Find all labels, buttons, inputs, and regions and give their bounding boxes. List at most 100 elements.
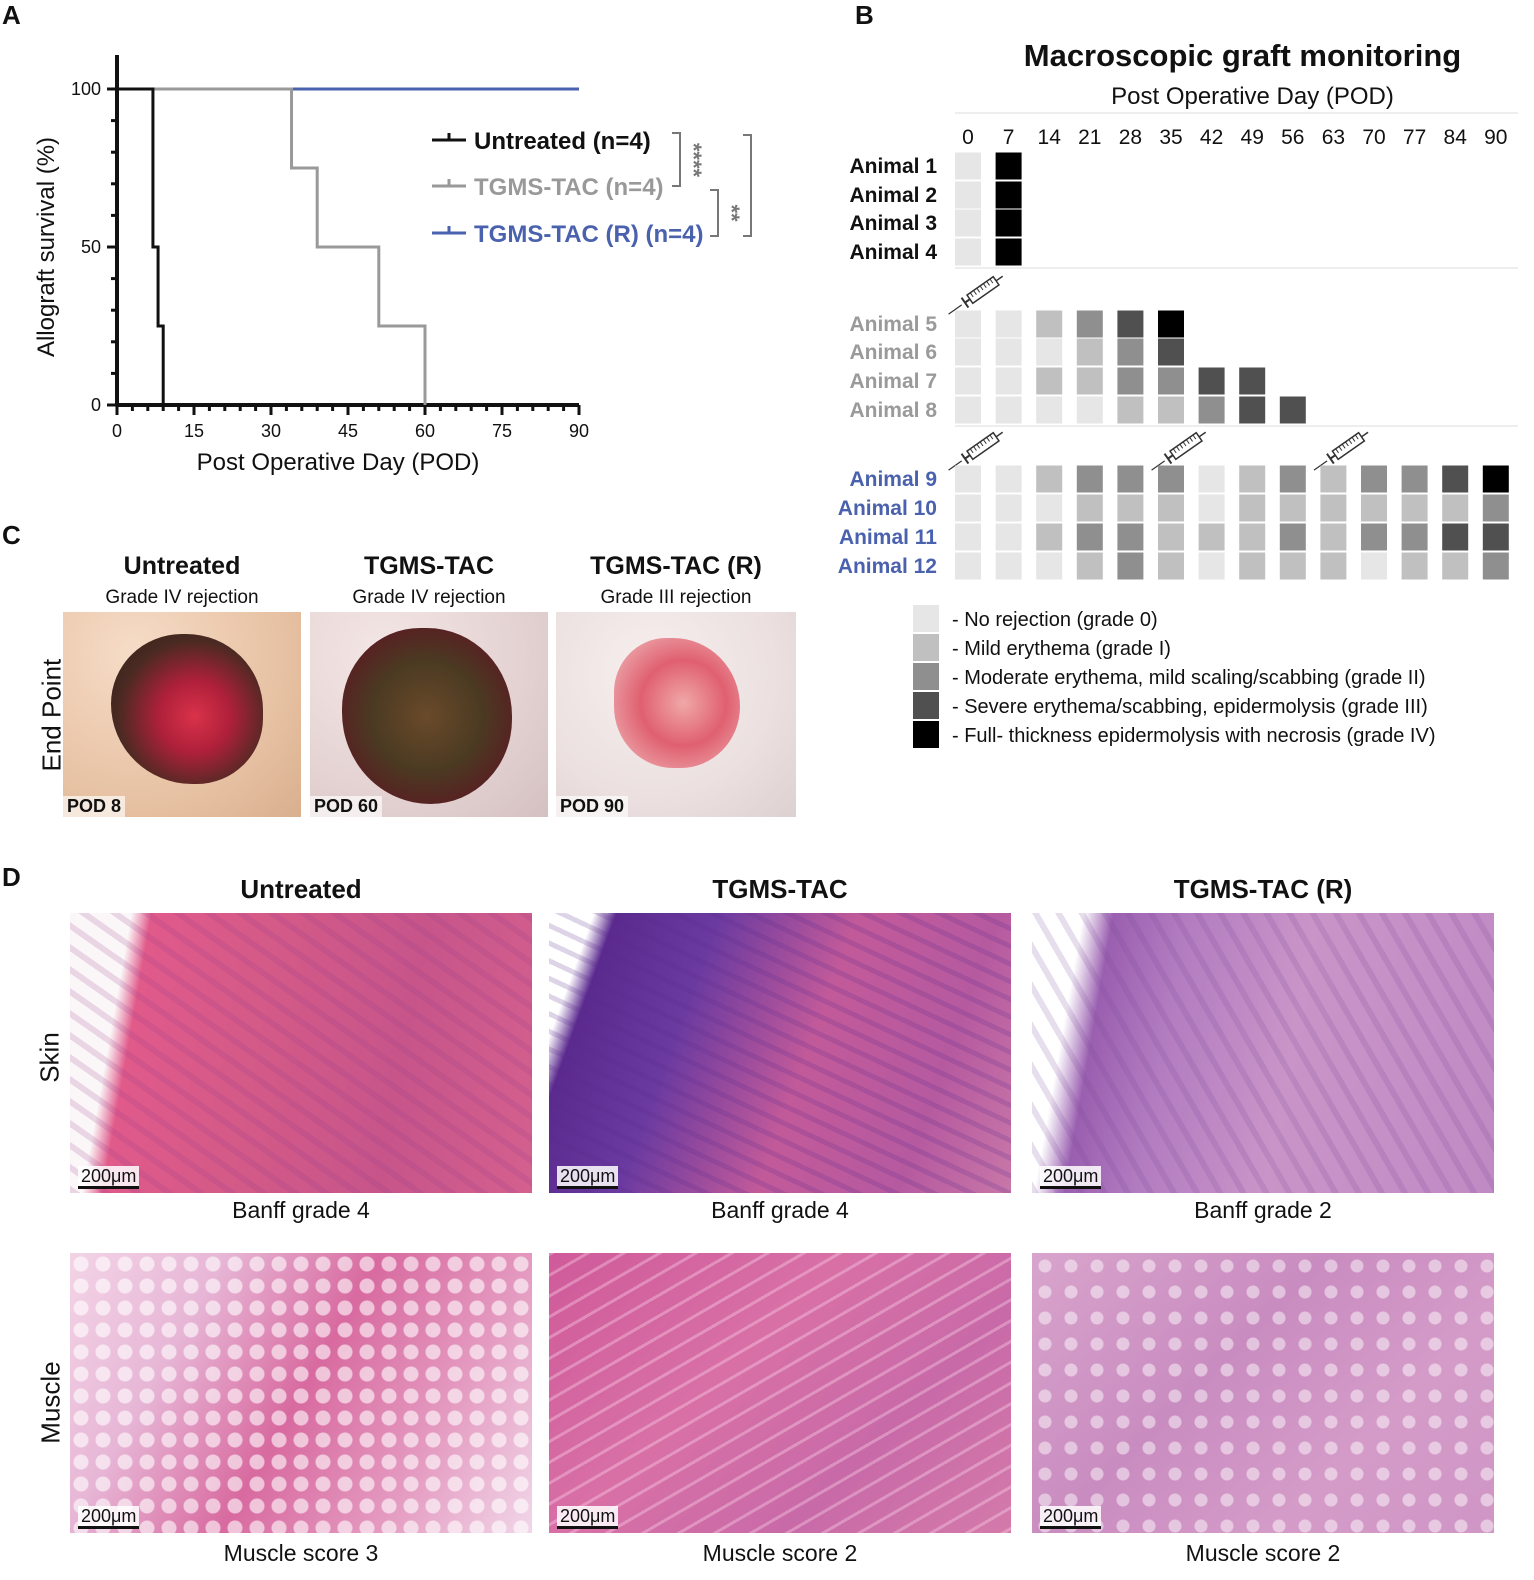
muscle-histology-tgms-r: 200μm xyxy=(1032,1253,1494,1533)
muscle-histology-tgms: 200μm xyxy=(549,1253,1011,1533)
grade-cell xyxy=(1198,494,1225,522)
grade-cell xyxy=(955,310,981,338)
grade-cell xyxy=(1401,552,1428,580)
grade-cell xyxy=(1117,523,1144,551)
day-header: 42 xyxy=(1200,126,1223,149)
grade-cell xyxy=(1076,494,1103,522)
scale-bar: 200μm xyxy=(557,1166,619,1189)
grade-cell xyxy=(1036,367,1063,395)
syringe-icon xyxy=(1313,431,1369,471)
legend-label: - Mild erythema (grade I) xyxy=(952,638,1171,660)
scale-bar: 200μm xyxy=(557,1506,619,1529)
day-header: 56 xyxy=(1281,126,1304,149)
photo-title-tgms-r: TGMS-TAC (R) xyxy=(590,552,762,580)
legend-swatch xyxy=(913,663,939,690)
y-axis-label: Allograft survival (%) xyxy=(33,137,60,357)
grade-cell xyxy=(1036,552,1063,580)
day-header: 90 xyxy=(1484,126,1507,149)
grade-cell xyxy=(1076,367,1103,395)
pod-tag: POD 8 xyxy=(63,796,126,817)
grade-cell xyxy=(1076,552,1103,580)
legend-label: - No rejection (grade 0) xyxy=(952,609,1158,631)
day-header: 21 xyxy=(1078,126,1101,149)
grade-cell xyxy=(1198,465,1225,493)
skin-row-label: Skin xyxy=(34,1032,65,1083)
day-header: 63 xyxy=(1322,126,1345,149)
histo-title-tgms-r: TGMS-TAC (R) xyxy=(1173,874,1353,904)
graft-photo-tgms: POD 60 xyxy=(310,612,548,817)
day-header: 14 xyxy=(1038,126,1062,149)
series-line xyxy=(117,87,427,405)
animal-label: Animal 10 xyxy=(838,497,937,520)
grade-cell xyxy=(1401,523,1428,551)
grade-cell xyxy=(955,209,981,237)
grade-cell xyxy=(995,152,1022,180)
sig-bracket xyxy=(710,189,719,237)
grade-cell xyxy=(1117,338,1144,366)
day-header: 35 xyxy=(1159,126,1182,149)
grade-cell xyxy=(1036,310,1063,338)
grade-cell xyxy=(1239,396,1266,424)
grade-cell xyxy=(1117,465,1144,493)
animal-label: Animal 6 xyxy=(849,341,937,364)
grade-cell xyxy=(1401,494,1428,522)
photo-subtitle-tgms-r: Grade III rejection xyxy=(600,587,752,608)
legend-swatch xyxy=(913,692,939,719)
scale-bar: 200μm xyxy=(1040,1166,1102,1189)
histo-title-untreated: Untreated xyxy=(240,874,362,904)
grade-cell xyxy=(1036,396,1063,424)
grade-cell xyxy=(1076,310,1103,338)
grade-cell xyxy=(1076,396,1103,424)
photo-title-tgms: TGMS-TAC xyxy=(363,552,495,580)
x-tick-label: 75 xyxy=(492,421,512,441)
animal-label: Animal 9 xyxy=(849,468,937,491)
banff-caption-tgms-r: Banff grade 2 xyxy=(1194,1197,1332,1223)
muscle-caption-tgms-r: Muscle score 2 xyxy=(1185,1540,1341,1566)
syringe-icon xyxy=(948,431,1004,471)
grade-cell xyxy=(1239,523,1266,551)
scale-bar: 200μm xyxy=(78,1506,140,1529)
grade-cell xyxy=(1076,338,1103,366)
sig-label: **** xyxy=(681,143,706,178)
grade-cell xyxy=(955,338,981,366)
pod-tag: POD 60 xyxy=(310,796,383,817)
grade-cell xyxy=(1117,552,1144,580)
animal-label: Animal 11 xyxy=(839,526,937,549)
grade-cell xyxy=(1076,465,1103,493)
grade-cell xyxy=(995,209,1022,237)
day-header: 0 xyxy=(962,126,974,149)
grade-cell xyxy=(1320,552,1347,580)
muscle-caption-untreated: Muscle score 3 xyxy=(223,1540,379,1566)
y-tick-label: 100 xyxy=(71,79,101,99)
legend-label: - Full- thickness epidermolysis with nec… xyxy=(952,725,1436,747)
grade-cell xyxy=(1158,552,1184,580)
legend-label: - Severe erythema/scabbing, epidermolysi… xyxy=(952,696,1428,718)
grade-cell xyxy=(1482,494,1509,522)
animal-label: Animal 5 xyxy=(849,313,937,336)
legend-label: - Moderate erythema, mild scaling/scabbi… xyxy=(952,667,1426,689)
animal-label: Animal 4 xyxy=(849,241,937,264)
day-header: 84 xyxy=(1444,126,1468,149)
grade-cell xyxy=(1076,523,1103,551)
grade-cell xyxy=(955,465,981,493)
grade-cell xyxy=(1442,494,1469,522)
legend-label: TGMS-TAC (R) (n=4) xyxy=(474,221,704,248)
legend-swatch xyxy=(913,634,939,661)
histo-title-tgms: TGMS-TAC xyxy=(712,874,848,904)
grade-cell xyxy=(955,181,981,209)
legend-swatch xyxy=(913,605,939,632)
grade-cell xyxy=(995,494,1022,522)
x-tick-label: 15 xyxy=(184,421,204,441)
animal-label: Animal 1 xyxy=(849,155,937,178)
skin-histology-untreated: 200μm xyxy=(70,913,532,1193)
series-line xyxy=(117,87,165,405)
muscle-row-label: Muscle xyxy=(35,1361,66,1444)
grade-cell xyxy=(1361,465,1387,493)
photo-title-untreated: Untreated xyxy=(123,552,241,580)
grade-cell xyxy=(1158,367,1184,395)
grade-cell xyxy=(1117,494,1144,522)
grade-cell xyxy=(1442,552,1469,580)
pod-tag: POD 90 xyxy=(556,796,629,817)
graft-photo-untreated: POD 8 xyxy=(63,612,301,817)
grade-cell xyxy=(1117,396,1144,424)
